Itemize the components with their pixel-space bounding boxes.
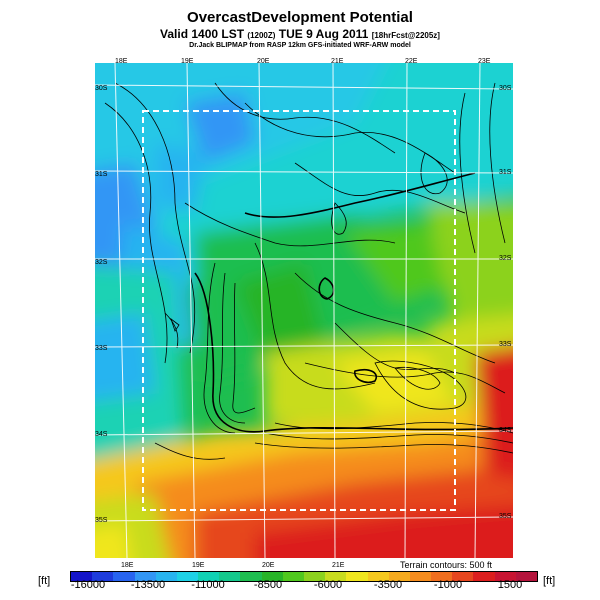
color-scale-segment [92, 572, 114, 581]
legend-unit-right: [ft] [543, 575, 556, 587]
left-lat-label: 33S [95, 345, 108, 352]
color-scale-segment [388, 572, 411, 581]
inner-domain-boundary [142, 110, 456, 511]
color-scale-bar [70, 571, 538, 582]
major-terrain-contours [194, 172, 513, 433]
left-lat-label: 35S [95, 517, 108, 524]
right-lat-label: 32S [499, 255, 512, 262]
valid-date-text: TUE 9 Aug 2011 [275, 27, 372, 41]
color-scale-segment [367, 572, 390, 581]
right-lat-label: 35S [499, 513, 512, 520]
bottom-lon-label: 20E [262, 562, 275, 569]
color-scale-segment [155, 572, 178, 581]
right-lat-label: 31S [499, 169, 512, 176]
color-scale-segment [494, 572, 517, 581]
color-scale-segment [198, 572, 220, 581]
left-lat-label: 30S [95, 85, 108, 92]
right-lat-label: 34S [499, 427, 512, 434]
bottom-lon-label: 19E [192, 562, 205, 569]
terrain-contours [104, 82, 513, 460]
lat-lon-grid [95, 63, 513, 558]
color-scale-segment [431, 572, 453, 581]
color-scale-segment [325, 572, 347, 581]
color-scale-segment [240, 572, 263, 581]
legend-tick-label: -11000 [191, 579, 225, 591]
legend-tick-label: -16000 [70, 579, 106, 591]
legend-unit-left: [ft] [38, 575, 51, 587]
color-scale-segment [304, 572, 326, 581]
overcast-field [95, 63, 513, 558]
top-lon-label: 19E [181, 58, 194, 65]
terrain-contour-note: Terrain contours: 500 ft [400, 560, 493, 570]
valid-time-subtitle: Valid 1400 LST (1200Z) TUE 9 Aug 2011 [1… [0, 27, 600, 41]
legend-tick-label: -1000 [433, 579, 463, 591]
chart-title: OvercastDevelopment Potential [187, 9, 413, 26]
model-credit: Dr.Jack BLIPMAP from RASP 12km GFS-initi… [189, 42, 411, 49]
legend-tick-label: -6000 [313, 579, 343, 591]
left-lat-label: 34S [95, 431, 108, 438]
left-lat-label: 31S [95, 171, 108, 178]
top-lon-label: 22E [405, 58, 418, 65]
left-lat-label: 32S [95, 259, 108, 266]
valid-time-text: Valid 1400 LST [160, 27, 248, 41]
right-lat-label: 33S [499, 341, 512, 348]
color-scale-segment [515, 572, 538, 581]
color-scale-segment [282, 572, 305, 581]
color-scale-segment [346, 572, 369, 581]
top-lon-label: 23E [478, 58, 491, 65]
forecast-map[interactable]: 18E 19E 20E 21E 22E 23E 30S 31S 32S 33S … [95, 58, 513, 558]
top-lon-label: 21E [331, 58, 344, 65]
bottom-lon-label: 21E [332, 562, 345, 569]
color-scale-segment [473, 572, 496, 581]
utc-time-text: (1200Z) [247, 31, 276, 40]
legend-tick-label: -13500 [130, 579, 166, 591]
legend-tick-label: -3500 [373, 579, 403, 591]
legend-tick-label: -8500 [253, 579, 283, 591]
legend-tick-label: 1500 [497, 579, 523, 591]
top-lon-label: 20E [257, 58, 270, 65]
color-scale-segment [261, 572, 284, 581]
bottom-lon-label: 18E [121, 562, 134, 569]
forecast-info-text: [18hrFcst@2205z] [371, 31, 440, 40]
color-scale-segment [134, 572, 157, 581]
map-canvas [95, 63, 513, 558]
color-scale-segment [113, 572, 136, 581]
color-scale-segment [219, 572, 241, 581]
color-scale-segment [452, 572, 474, 581]
color-scale-segment [71, 572, 93, 581]
right-lat-label: 30S [499, 85, 512, 92]
top-lon-label: 18E [115, 58, 128, 65]
color-scale-segment [176, 572, 199, 581]
color-scale-segment [409, 572, 432, 581]
